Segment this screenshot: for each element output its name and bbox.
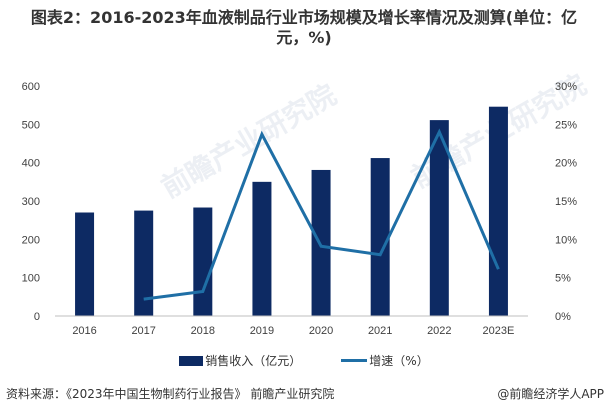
y-tick-label: 600 xyxy=(22,81,40,93)
y-tick-label: 100 xyxy=(22,273,40,285)
bar-swatch-icon xyxy=(179,355,204,366)
legend-label-growth: 增速（%） xyxy=(369,354,429,368)
x-tick-label: 2018 xyxy=(191,325,215,337)
x-tick-label: 2016 xyxy=(72,325,96,337)
bar xyxy=(252,181,272,316)
y2-tick-label: 0% xyxy=(555,311,571,323)
bar xyxy=(134,210,154,316)
bar xyxy=(370,158,390,316)
y2-tick-label: 20% xyxy=(555,158,577,170)
x-tick-label: 2020 xyxy=(309,325,333,337)
chart-title-line-1: 图表2：2016-2023年血液制品行业市场规模及增长率情况及测算(单位：亿 xyxy=(30,8,578,27)
x-tick-label: 2022 xyxy=(427,325,451,337)
x-tick-label: 2019 xyxy=(250,325,274,337)
chart-legend: 销售收入（亿元） 增速（%） xyxy=(0,352,608,369)
y-tick-label: 200 xyxy=(22,234,40,246)
legend-item-growth: 增速（%） xyxy=(341,352,429,369)
legend-label-sales: 销售收入（亿元） xyxy=(205,354,302,368)
legend-item-sales: 销售收入（亿元） xyxy=(179,352,301,369)
y2-tick-label: 25% xyxy=(555,119,577,131)
line-swatch-icon xyxy=(341,359,368,362)
x-tick-label: 2023E xyxy=(483,325,515,337)
bar xyxy=(193,207,213,316)
growth-line xyxy=(143,128,500,301)
chart-title-line-2: 元，%) xyxy=(276,28,332,47)
x-tick-label: 2017 xyxy=(131,325,155,337)
y-tick-label: 500 xyxy=(22,119,40,131)
chart-title: 图表2：2016-2023年血液制品行业市场规模及增长率情况及测算(单位：亿 元… xyxy=(0,8,608,48)
y2-tick-label: 15% xyxy=(555,196,577,208)
bar xyxy=(488,106,508,316)
x-tick-label: 2021 xyxy=(368,325,392,337)
y2-tick-label: 10% xyxy=(555,234,577,246)
y2-tick-label: 30% xyxy=(555,81,577,93)
y-tick-label: 300 xyxy=(22,196,40,208)
y-tick-label: 0 xyxy=(34,311,40,323)
source-note: 资料来源：《2023年中国生物制药行业报告》 前瞻产业研究院 xyxy=(6,387,335,401)
y-tick-label: 400 xyxy=(22,158,40,170)
bar xyxy=(429,120,449,316)
footer: 资料来源：《2023年中国生物制药行业报告》 前瞻产业研究院 @前瞻经济学人AP… xyxy=(6,385,604,402)
y2-tick-label: 5% xyxy=(555,273,571,285)
bar xyxy=(75,212,95,316)
credit: @前瞻经济学人APP xyxy=(497,387,604,401)
